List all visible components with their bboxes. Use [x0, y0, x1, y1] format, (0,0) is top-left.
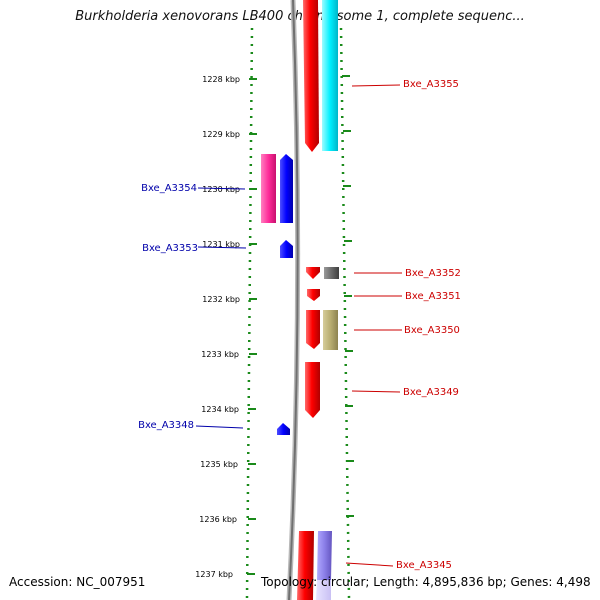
cds-feature-bxe-a3350[interactable] — [323, 310, 338, 350]
gene-feature-bxe-a3354[interactable] — [280, 154, 293, 223]
gene-feature-bxe-a3352[interactable] — [306, 267, 320, 279]
gene-feature-bxe-a3350[interactable] — [306, 310, 320, 349]
accession-label: Accession: — [9, 575, 73, 589]
outer-guide-line — [339, 27, 351, 599]
gene-label-bxe-a3351[interactable]: Bxe_A3351 — [405, 291, 461, 302]
tick-label: 1234 kbp — [201, 405, 239, 414]
chromosome-backbone-core — [288, 0, 299, 600]
gene-feature-bxe-a3345[interactable] — [297, 531, 314, 600]
cds-feature-bxe-a3354[interactable] — [261, 154, 276, 223]
topology-info: Topology: circular; Length: 4,895,836 bp… — [261, 575, 591, 589]
tick-label: 1229 kbp — [202, 130, 240, 139]
tick-label: 1230 kbp — [202, 185, 240, 194]
gene-feature-bxe-a3348[interactable] — [277, 423, 290, 435]
tick-label: 1233 kbp — [201, 350, 239, 359]
accession-value: NC_007951 — [76, 575, 146, 589]
tick-label: 1231 kbp — [202, 240, 240, 249]
forward-features — [297, 0, 339, 600]
tick-label: 1232 kbp — [202, 295, 240, 304]
gene-label-bxe-a3354[interactable]: Bxe_A3354 — [141, 183, 197, 194]
tick-label: 1237 kbp — [195, 570, 233, 579]
reverse-features — [261, 154, 293, 435]
gene-label-bxe-a3353[interactable]: Bxe_A3353 — [142, 243, 198, 254]
tick-label: 1236 kbp — [199, 515, 237, 524]
gene-feature-bxe-a3351[interactable] — [307, 289, 320, 301]
cds-feature-bxe-a3345-pale[interactable] — [316, 580, 331, 600]
accession-info: Accession: NC_007951 — [9, 575, 145, 589]
tick-marks — [247, 75, 354, 575]
gene-label-bxe-a3345[interactable]: Bxe_A3345 — [396, 560, 452, 571]
gene-label-bxe-a3355[interactable]: Bxe_A3355 — [403, 79, 459, 90]
gene-feature-bxe-a3355[interactable] — [303, 0, 319, 152]
leader-lines — [195, 84, 402, 567]
cds-feature-bxe-a3352[interactable] — [324, 267, 339, 279]
gene-label-bxe-a3349[interactable]: Bxe_A3349 — [403, 387, 459, 398]
tick-label: 1228 kbp — [202, 75, 240, 84]
gene-label-bxe-a3352[interactable]: Bxe_A3352 — [405, 268, 461, 279]
cds-feature-bxe-a3345[interactable] — [317, 531, 332, 580]
gene-label-bxe-a3348[interactable]: Bxe_A3348 — [138, 420, 194, 431]
gene-label-bxe-a3350[interactable]: Bxe_A3350 — [404, 325, 460, 336]
gene-feature-bxe-a3353[interactable] — [280, 240, 293, 258]
map-title: Burkholderia xenovorans LB400 chromosome… — [75, 9, 525, 24]
inner-guide-line — [245, 27, 254, 599]
tick-label: 1235 kbp — [200, 460, 238, 469]
cds-feature-bxe-a3355[interactable] — [322, 0, 338, 151]
gene-feature-bxe-a3349[interactable] — [305, 362, 320, 418]
